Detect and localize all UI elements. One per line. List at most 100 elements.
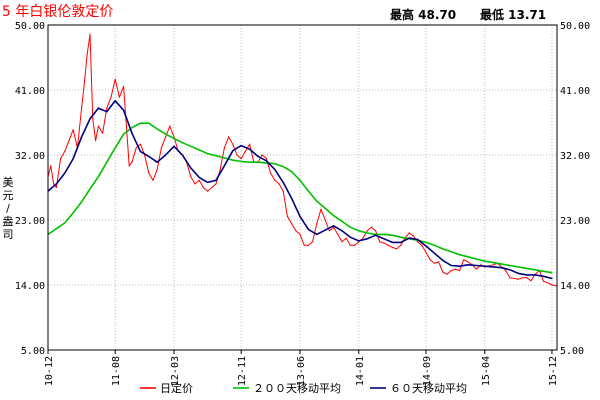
data-point-daily-price [95, 140, 97, 142]
data-point-ma60 [156, 161, 158, 163]
data-point-ma200 [400, 236, 402, 238]
grid-lines [47, 24, 557, 351]
data-point-ma60 [307, 228, 309, 230]
data-point-ma200 [223, 157, 225, 159]
data-point-daily-price [152, 179, 154, 181]
data-point-daily-price [366, 230, 368, 232]
data-point-ma200 [517, 266, 520, 268]
data-point-daily-price [467, 261, 469, 263]
data-point-ma60 [72, 158, 74, 160]
data-point-daily-price [190, 176, 192, 178]
data-point-ma200 [450, 251, 452, 253]
data-point-daily-price [265, 158, 267, 160]
data-point-daily-price [240, 158, 242, 160]
y-tick-label-right: 23.00 [560, 216, 590, 227]
data-point-daily-price [274, 179, 276, 181]
legend-ma60-label: ６０天移动平均 [390, 382, 467, 395]
data-point-ma60 [358, 240, 360, 242]
series-layer [47, 33, 557, 287]
data-point-daily-price [312, 241, 314, 243]
data-point-ma60 [383, 238, 385, 240]
data-point-daily-price [198, 179, 200, 181]
legend: 日定价 ２００天移动平均 ６０天移动平均 [140, 381, 467, 395]
y-tick-label-right: 41.00 [560, 86, 590, 97]
data-point-ma200 [492, 262, 494, 264]
data-point-ma60 [131, 132, 133, 134]
data-point-daily-price [83, 82, 85, 84]
data-point-ma200 [349, 226, 351, 228]
data-point-ma200 [265, 162, 267, 164]
x-tick-label: 13-06 [296, 356, 307, 386]
data-point-ma60 [501, 267, 503, 269]
data-point-ma200 [240, 160, 242, 163]
data-point-daily-price [387, 244, 389, 246]
data-point-daily-price [337, 233, 339, 235]
data-point-ma60 [467, 264, 469, 266]
data-point-daily-price [370, 226, 372, 228]
data-point-daily-price [232, 143, 234, 145]
data-point-ma200 [72, 212, 74, 214]
y-tick-label-left: 23.00 [15, 216, 45, 227]
data-point-ma200 [333, 215, 335, 217]
data-point-ma200 [165, 133, 167, 135]
data-point-daily-price [215, 183, 217, 185]
y-tick-label-left: 32.00 [15, 151, 45, 162]
data-point-daily-price [459, 270, 461, 272]
data-point-ma60 [89, 118, 91, 120]
data-point-ma200 [501, 263, 503, 265]
data-point-daily-price [408, 232, 410, 234]
data-point-ma60 [492, 266, 494, 268]
series-ma200 [47, 122, 553, 274]
data-point-ma200 [89, 188, 91, 190]
data-point-ma200 [442, 248, 444, 250]
data-point-ma200 [232, 159, 234, 161]
data-point-ma60 [123, 109, 125, 111]
data-point-daily-price [64, 150, 66, 152]
data-point-daily-price [60, 158, 62, 160]
data-point-ma60 [484, 265, 486, 267]
data-point-daily-price [139, 143, 141, 145]
data-point-daily-price [97, 125, 99, 127]
data-point-ma200 [467, 256, 469, 258]
data-point-daily-price [81, 107, 83, 109]
data-point-ma200 [257, 161, 259, 163]
data-point-daily-price [106, 107, 108, 109]
data-point-ma200 [316, 200, 318, 202]
data-point-daily-price [375, 230, 377, 232]
data-point-daily-price [156, 168, 158, 170]
y-axis-right: 5.00 14.00 23.00 32.00 41.00 50.00 [560, 21, 590, 357]
data-point-daily-price [438, 261, 440, 263]
data-point-ma200 [324, 207, 326, 209]
data-point-ma200 [274, 163, 276, 165]
data-point-ma200 [282, 166, 284, 168]
data-point-daily-price [278, 183, 280, 185]
y-tick-label-right: 32.00 [560, 151, 590, 162]
data-point-daily-price [228, 136, 230, 138]
data-point-daily-price [433, 262, 435, 264]
data-point-ma200 [291, 171, 293, 173]
data-point-ma200 [543, 270, 545, 272]
data-point-ma200 [123, 133, 125, 135]
data-point-ma200 [97, 176, 99, 178]
series-daily-price [47, 33, 557, 287]
data-point-daily-price [236, 154, 238, 156]
data-point-daily-price [194, 183, 196, 185]
data-point-daily-price [128, 165, 130, 167]
data-point-daily-price [551, 284, 553, 286]
data-point-ma60 [148, 155, 150, 157]
data-point-daily-price [379, 241, 381, 243]
data-point-daily-price [362, 237, 364, 239]
data-point-ma60 [165, 154, 167, 156]
series-line-daily-price [47, 33, 557, 287]
data-point-ma200 [307, 190, 309, 192]
series-ma60 [47, 100, 553, 280]
data-point-daily-price [249, 143, 251, 145]
data-point-daily-price [442, 271, 444, 273]
data-point-ma60 [459, 265, 461, 267]
data-point-ma200 [190, 145, 192, 147]
data-point-ma60 [299, 215, 301, 217]
y-tick-label-right: 14.00 [560, 281, 590, 292]
data-point-daily-price [417, 241, 419, 243]
data-point-daily-price [463, 259, 465, 261]
data-point-ma60 [543, 275, 545, 277]
